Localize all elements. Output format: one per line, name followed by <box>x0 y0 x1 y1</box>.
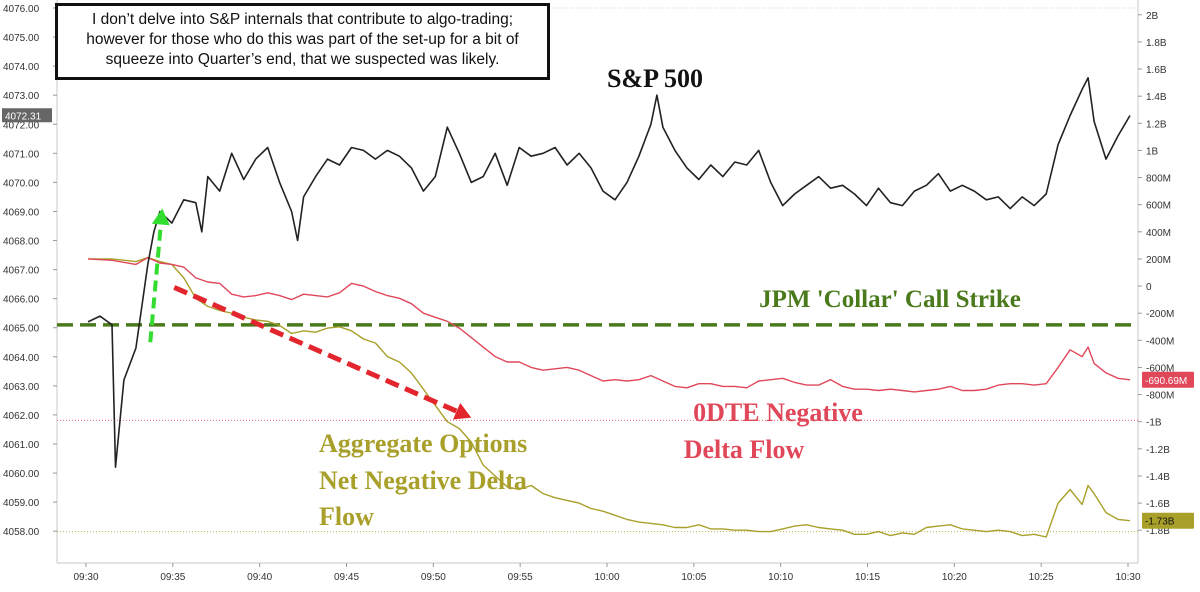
x-tick-label: 10:20 <box>942 572 967 583</box>
right-tick-label: -1.4B <box>1146 472 1170 483</box>
aggregate-label-line-1: Aggregate Options <box>319 429 527 458</box>
left-tick-label: 4072.00 <box>3 120 40 131</box>
x-axis: 09:30 09:35 09:40 09:45 09:50 09:55 10:00 10:05… <box>73 563 1141 583</box>
x-tick-label: 10:15 <box>855 572 880 583</box>
x-tick-label: 10:05 <box>681 572 706 583</box>
left-tick-label: 4075.00 <box>3 33 40 44</box>
right-tick-label: -600M <box>1146 363 1174 374</box>
left-tick-label: 4067.00 <box>3 266 40 277</box>
arrows-layer <box>148 208 472 420</box>
right-tick-label: -400M <box>1146 336 1174 347</box>
left-tick-label: 4069.00 <box>3 207 40 218</box>
series-line-zero-dte <box>87 256 1131 393</box>
right-value-badge-label: -690.69M <box>1145 376 1187 387</box>
chart-title: S&P 500 <box>607 64 703 93</box>
right-tick-label: 400M <box>1146 228 1171 239</box>
red-arrow-shaft <box>173 285 458 414</box>
callout-text: I don’t delve into S&P internals that co… <box>86 11 519 68</box>
green-arrow-head <box>151 208 170 226</box>
aggregate-label-line-2: Net Negative Delta <box>319 466 527 495</box>
left-axis: 4076.00 4075.00 4074.00 4073.00 4072.00 4071.… <box>2 0 1139 564</box>
right-tick-label: 200M <box>1146 255 1171 266</box>
aggregate-label-line-3: Flow <box>319 502 374 531</box>
badges-layer: -690.69M -1.73B <box>1142 371 1194 529</box>
left-tick-label: 4058.00 <box>3 527 40 538</box>
right-axis: 2B 1.8B 1.6B 1.4B 1.2B 1B 800M 600M 400M 200M 0 -20… <box>1138 11 1174 537</box>
x-tick-label: 09:55 <box>508 572 533 583</box>
left-tick-label: 4063.00 <box>3 382 40 393</box>
right-tick-label: -1.6B <box>1146 499 1170 510</box>
left-tick-label: 4066.00 <box>3 295 40 306</box>
left-tick-label: 4071.00 <box>3 149 40 160</box>
x-tick-label: 09:50 <box>421 572 446 583</box>
x-tick-label: 09:35 <box>160 572 185 583</box>
right-value-badge <box>1142 512 1194 529</box>
right-tick-label: 800M <box>1146 174 1171 185</box>
last-price-badge <box>2 108 52 123</box>
right-tick-label: 600M <box>1146 201 1171 212</box>
left-tick-label: 4073.00 <box>3 91 40 102</box>
reference-lines <box>57 323 1138 533</box>
zero-dte-label-line-1: 0DTE Negative <box>693 398 863 427</box>
right-tick-label: 1B <box>1146 146 1159 157</box>
right-value-badge <box>1142 371 1194 388</box>
right-tick-label: 1.6B <box>1146 65 1167 76</box>
right-tick-label: 2B <box>1146 11 1159 22</box>
left-tick-label: 4060.00 <box>3 469 40 480</box>
green-arrow-shaft <box>148 224 163 343</box>
right-tick-label: 1.4B <box>1146 92 1167 103</box>
right-tick-label: -1.2B <box>1146 445 1170 456</box>
right-tick-label: -200M <box>1146 309 1174 320</box>
right-value-badge-label: -1.73B <box>1145 517 1175 528</box>
left-tick-label: 4065.00 <box>3 324 40 335</box>
right-tick-label: 1.8B <box>1146 38 1167 49</box>
right-tick-label: -1B <box>1146 418 1162 429</box>
x-tick-label: 10:10 <box>768 572 793 583</box>
x-tick-label: 09:30 <box>73 572 98 583</box>
red-arrow-head <box>452 402 472 420</box>
left-tick-label: 4068.00 <box>3 237 40 248</box>
left-tick-label: 4074.00 <box>3 62 40 73</box>
x-tick-label: 09:45 <box>334 572 359 583</box>
x-tick-label: 09:40 <box>247 572 272 583</box>
zero-dte-label-line-2: Delta Flow <box>684 435 805 464</box>
series-line-aggregate-options <box>88 256 1131 538</box>
right-tick-label: -1.8B <box>1146 526 1170 537</box>
right-tick-label: -800M <box>1146 391 1174 402</box>
series-line-sp500 <box>87 77 1131 469</box>
left-tick-label: 4062.00 <box>3 411 40 422</box>
collar-label: JPM 'Collar' Call Strike <box>759 286 1021 313</box>
left-tick-label: 4061.00 <box>3 440 40 451</box>
x-tick-label: 10:25 <box>1029 572 1054 583</box>
left-tick-label: 4059.00 <box>3 498 40 509</box>
series-layer <box>87 77 1131 538</box>
right-tick-label: 1.2B <box>1146 119 1167 130</box>
left-tick-label: 4076.00 <box>3 4 40 15</box>
x-tick-label: 10:00 <box>594 572 619 583</box>
callout-box: I don’t delve into S&P internals that co… <box>55 3 550 80</box>
left-tick-label: 4064.00 <box>3 353 40 364</box>
left-tick-label: 4070.00 <box>3 178 40 189</box>
last-price-label: 4072.31 <box>5 111 42 122</box>
right-tick-label: 0 <box>1146 282 1152 293</box>
x-tick-label: 10:30 <box>1115 572 1140 583</box>
